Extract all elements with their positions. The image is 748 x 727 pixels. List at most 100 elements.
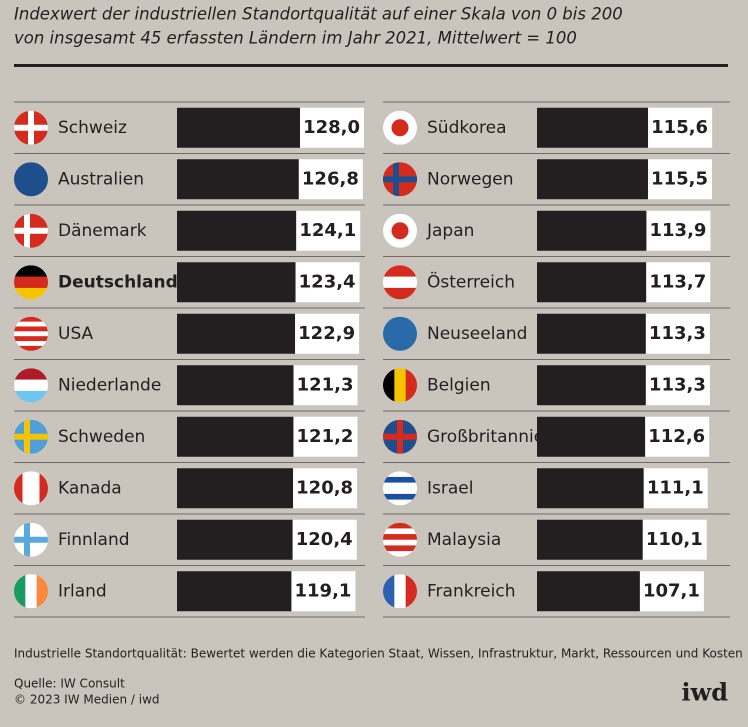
flag — [14, 471, 48, 506]
flag-stripe — [383, 493, 417, 501]
logo: iwd — [681, 678, 728, 707]
flag-stripe — [39, 471, 48, 506]
flag-stripe — [14, 331, 48, 337]
flag — [14, 522, 48, 557]
category-label: Australien — [58, 169, 144, 189]
value-label: 124,1 — [299, 220, 356, 241]
flag-cross — [14, 433, 48, 440]
category-label: USA — [58, 324, 94, 344]
bar — [537, 416, 646, 457]
value-label: 128,0 — [303, 117, 360, 138]
value-box — [295, 313, 360, 354]
value-label: 121,3 — [297, 374, 354, 395]
category-label: Kanada — [58, 478, 122, 498]
category-label: Südkorea — [427, 118, 507, 138]
bar — [537, 159, 648, 200]
flag-stripe — [383, 265, 417, 278]
value-box — [645, 365, 710, 406]
flag-stripe — [14, 345, 48, 351]
category-label: Neuseeland — [427, 324, 527, 344]
value-label: 120,4 — [296, 529, 353, 550]
bar — [177, 571, 292, 612]
title-rule — [14, 64, 728, 67]
flag — [383, 574, 417, 609]
value-box — [645, 313, 710, 354]
flag — [383, 471, 417, 506]
flag-stripe — [14, 471, 23, 506]
value-label: 110,1 — [646, 529, 703, 550]
value-box — [643, 468, 708, 509]
bar — [177, 519, 293, 560]
flag — [14, 316, 48, 351]
value-label: 113,7 — [649, 271, 706, 292]
bar — [537, 468, 644, 509]
flag — [14, 110, 48, 145]
flag-cross — [383, 176, 417, 183]
flag-stripe — [383, 539, 417, 546]
value-label: 113,9 — [650, 220, 707, 241]
flag — [14, 419, 48, 454]
value-label: 111,1 — [647, 477, 704, 498]
chart-title: Indexwert der industriellen Standortqual… — [14, 5, 623, 24]
flag-stripe — [14, 265, 48, 278]
category-label: Belgien — [427, 375, 491, 395]
rows: Schweiz 128,0 Australien 126,8 Dänemark 124,1… — [14, 101, 730, 618]
category-label: Schweiz — [58, 118, 127, 138]
value-label: 112,6 — [648, 426, 705, 447]
flag-stripe — [383, 316, 417, 351]
value-box — [647, 159, 712, 200]
category-label: Frankreich — [427, 581, 516, 601]
flag-stripe — [383, 574, 395, 609]
flag — [383, 265, 417, 300]
flag-stripe — [383, 488, 417, 495]
bar — [537, 210, 647, 251]
flag-cross — [383, 433, 417, 440]
bar — [537, 313, 646, 354]
value-box — [646, 262, 711, 303]
bar — [177, 262, 296, 303]
bar — [537, 519, 643, 560]
flag-stripe — [405, 368, 417, 403]
category-label: Israel — [427, 478, 473, 498]
value-box — [648, 107, 713, 148]
flag-stripe — [383, 499, 417, 506]
flag-dot — [391, 119, 409, 137]
value-label: 115,5 — [651, 168, 708, 189]
flag-stripe — [394, 574, 407, 609]
source: Quelle: IW Consult — [14, 677, 125, 691]
bar — [537, 262, 647, 303]
category-label: Großbritannien — [427, 427, 555, 447]
value-label: 113,3 — [649, 323, 706, 344]
flag-cross — [14, 536, 48, 543]
bar — [177, 107, 300, 148]
value-box — [293, 416, 358, 457]
flag-stripe — [383, 471, 417, 478]
flag-stripe — [14, 336, 48, 342]
flag-stripe — [22, 471, 32, 506]
value-box — [642, 519, 707, 560]
flag-stripe — [36, 574, 48, 609]
flag-cross — [14, 227, 48, 234]
flag-stripe — [405, 574, 417, 609]
flag-stripe — [14, 321, 48, 327]
flag-stripe — [14, 326, 48, 332]
flag-stripe — [383, 482, 417, 489]
bar — [537, 107, 649, 148]
flag-stripe — [14, 276, 48, 289]
value-label: 115,6 — [651, 117, 708, 138]
flag-stripe — [383, 528, 417, 535]
chart-subtitle: von insgesamt 45 erfassten Ländern im Ja… — [14, 29, 577, 48]
flag-stripe — [14, 574, 26, 609]
value-label: 121,2 — [297, 426, 354, 447]
flag-cross — [14, 124, 48, 131]
flag — [383, 162, 417, 197]
bar — [177, 365, 294, 406]
flag — [383, 522, 417, 557]
value-box — [291, 571, 356, 612]
flag-stripe — [383, 368, 395, 403]
flag-dot — [391, 222, 409, 240]
bar — [177, 416, 294, 457]
category-label: Österreich — [427, 270, 515, 292]
flag-stripe — [383, 534, 417, 541]
